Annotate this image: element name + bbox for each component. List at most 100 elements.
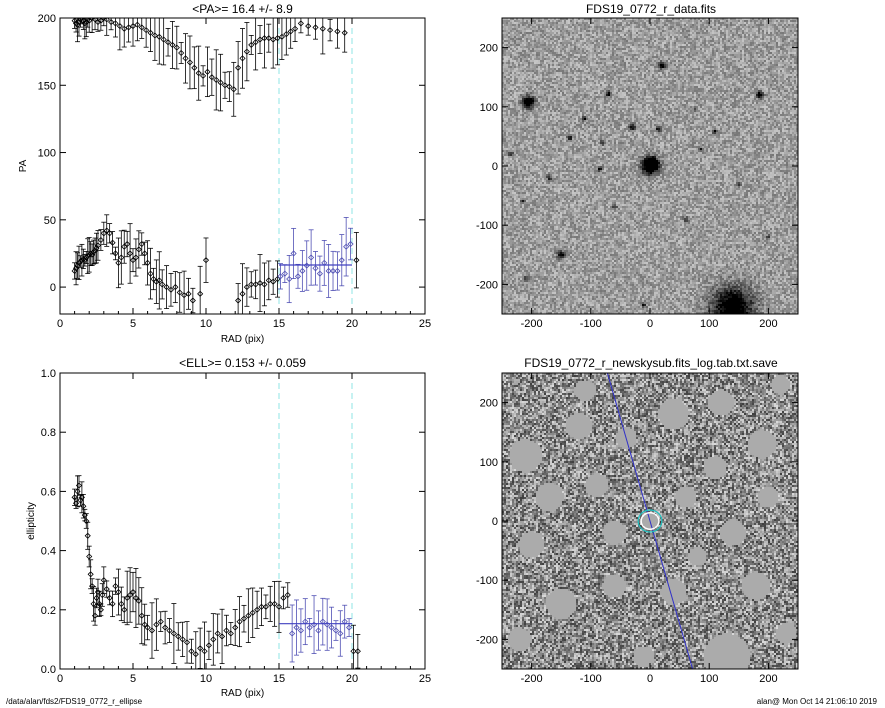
ell-ylabel: ellipticity (26, 502, 37, 540)
y-tick-label: 1.0 (41, 368, 56, 380)
data-point (100, 230, 107, 237)
y-tick-label: 200 (38, 13, 56, 25)
x-tick-label: 0 (647, 673, 653, 685)
data-point (283, 31, 290, 38)
x-tick-label: 200 (759, 318, 777, 330)
data-point (144, 624, 151, 631)
data-point (274, 275, 281, 283)
data-point (86, 18, 93, 24)
data-point (116, 23, 123, 30)
data-point (289, 630, 296, 637)
x-tick-label: 25 (419, 673, 431, 685)
data-point (235, 64, 242, 71)
data-point (191, 64, 198, 71)
data-point (284, 591, 291, 599)
outer-ellipse (637, 509, 663, 533)
data-point (78, 18, 85, 22)
galaxy-image (502, 18, 798, 314)
data-point (334, 28, 341, 35)
y-tick-label: 0 (492, 161, 498, 173)
y-tick-label: 0.2 (41, 605, 56, 617)
data-point (297, 627, 304, 634)
y-tick-label: 150 (38, 80, 56, 92)
y-tick-label: -100 (476, 575, 498, 587)
data-point (265, 35, 272, 42)
ell-xlabel: RAD (pix) (221, 688, 264, 699)
data-point (243, 48, 250, 55)
x-tick-label: -100 (580, 673, 602, 685)
x-tick-label: 10 (200, 318, 212, 330)
data-point (179, 636, 186, 643)
data-point (197, 290, 204, 297)
data-point (89, 583, 96, 590)
data-point (134, 21, 141, 28)
y-tick-label: 0.0 (41, 664, 56, 676)
data-point (256, 36, 264, 43)
x-tick-label: -200 (521, 318, 543, 330)
y-tick-label: -100 (476, 220, 498, 232)
data-point (170, 630, 177, 637)
y-tick-label: 0.6 (41, 486, 56, 498)
data-point (75, 482, 83, 489)
data-point (167, 286, 175, 293)
y-tick-label: 0 (50, 282, 56, 294)
x-tick-label: 20 (346, 673, 358, 685)
data-point (305, 23, 312, 30)
data-point (252, 281, 259, 288)
data-point (151, 32, 158, 39)
data-point (210, 636, 217, 643)
data-point (239, 290, 246, 297)
data-point (183, 639, 191, 646)
data-point (325, 267, 332, 275)
data-point (185, 290, 192, 297)
data-point (218, 633, 226, 640)
data-point (118, 254, 125, 261)
pa-title: <PA>= 16.4 +/- 8.9 (192, 2, 293, 16)
data-point (208, 74, 215, 81)
data-point (129, 588, 137, 596)
data-point (236, 618, 243, 625)
data-point (121, 606, 128, 613)
data-point (87, 571, 94, 578)
data-image-area: -200 -100 0 100 200 -200 -100 0 100 200 (476, 17, 799, 330)
plot-frame (59, 17, 426, 315)
data-point (162, 624, 169, 631)
data-point (129, 23, 137, 30)
data-point (329, 267, 337, 275)
y-tick-label: 0.4 (41, 546, 56, 558)
data-point (312, 265, 319, 272)
data-point (129, 257, 137, 264)
data-point (350, 648, 357, 655)
data-point (121, 243, 128, 250)
data-point (138, 24, 145, 31)
data-point (89, 18, 96, 22)
data-point (337, 630, 344, 637)
data-point (239, 55, 246, 62)
data-point (270, 278, 277, 285)
data-point (261, 35, 268, 42)
data-point (200, 72, 207, 79)
data-point (181, 292, 188, 299)
data-point (243, 284, 250, 291)
data-point (188, 648, 195, 655)
data-point (270, 36, 277, 43)
data-point (94, 18, 102, 26)
data-point (147, 29, 154, 36)
data-point (150, 275, 157, 283)
data-point (254, 606, 261, 613)
data-point (115, 588, 122, 596)
data-point (178, 49, 185, 57)
data-point (83, 517, 90, 525)
x-tick-label: 0 (647, 318, 653, 330)
data-point (112, 250, 119, 257)
x-tick-label: 0 (57, 673, 63, 685)
data-point (338, 257, 345, 264)
data-point (135, 597, 142, 604)
y-tick-label: 100 (480, 457, 498, 469)
data-point (252, 39, 259, 46)
data-point (354, 648, 361, 655)
data-point (148, 627, 156, 634)
data-point (182, 55, 189, 62)
data-point (97, 606, 104, 613)
data-point (293, 624, 300, 631)
